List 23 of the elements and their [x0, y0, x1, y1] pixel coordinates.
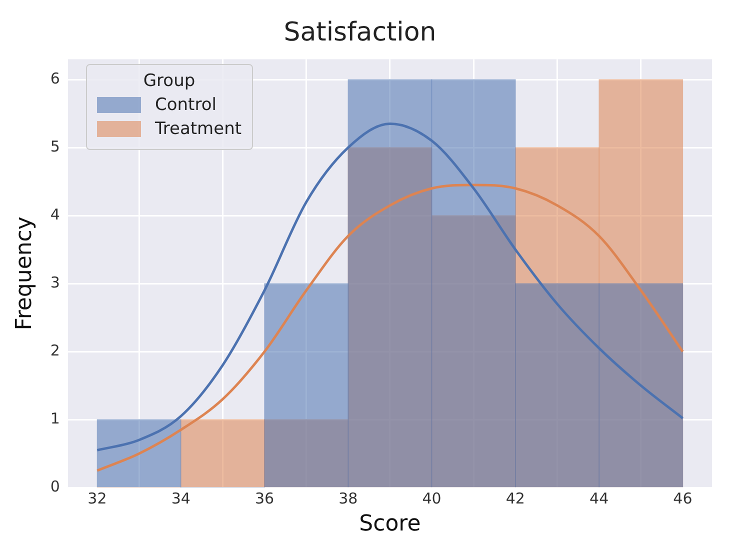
y-axis-title: Frequency	[12, 216, 37, 330]
y-tick-label: 2	[50, 341, 60, 360]
y-tick-label: 0	[50, 477, 60, 496]
line-series	[96, 184, 684, 472]
x-tick-label: 44	[590, 489, 609, 508]
chart-title: Satisfaction	[284, 17, 436, 48]
x-tick-label: 32	[88, 489, 107, 508]
y-tick-label: 1	[50, 409, 60, 428]
x-tick-label: 40	[422, 489, 442, 508]
line-series	[96, 122, 684, 452]
x-tick-label: 38	[338, 489, 358, 508]
legend-title: Group	[142, 71, 196, 91]
legend-label: Treatment	[155, 119, 242, 139]
y-tick-label: 6	[50, 69, 60, 88]
y-tick-label: 3	[50, 273, 60, 292]
y-tick-label: 4	[50, 205, 60, 224]
legend-label: Control	[155, 95, 216, 115]
x-tick-label: 42	[506, 489, 525, 508]
x-axis-title: Score	[359, 512, 421, 537]
x-tick-label: 36	[254, 489, 274, 508]
y-tick-label: 5	[50, 137, 60, 156]
x-tick-label: 34	[171, 489, 190, 508]
x-tick-label: 46	[673, 489, 692, 508]
